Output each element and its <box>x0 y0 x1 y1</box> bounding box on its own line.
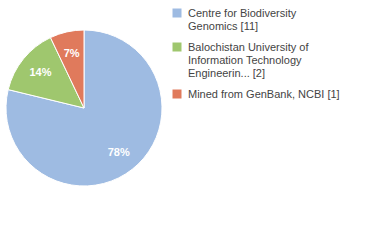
legend-item: Mined from GenBank, NCBI [1] <box>172 88 340 100</box>
data-label: 7% <box>64 47 80 59</box>
pie-slice <box>6 30 162 186</box>
legend-item: Centre for BiodiversityGenomics [11] <box>172 7 297 32</box>
legend-label: Centre for BiodiversityGenomics [11] <box>188 7 297 32</box>
data-label: 78% <box>108 146 130 158</box>
data-labels: 78% 14% 7% <box>29 47 130 158</box>
chart: 78% 14% 7% Centre for BiodiversityGenomics … <box>0 0 380 240</box>
pie-slice <box>50 30 84 108</box>
legend-item: Balochistan University ofInformation Tec… <box>172 41 309 79</box>
legend-label: Balochistan University ofInformation Tec… <box>188 41 309 79</box>
legend-swatch <box>172 89 182 99</box>
legend: Centre for BiodiversityGenomics [11] Balo… <box>172 7 340 100</box>
data-label: 14% <box>29 66 51 78</box>
legend-swatch <box>172 42 182 52</box>
legend-label: Mined from GenBank, NCBI [1] <box>188 88 340 100</box>
pie <box>6 30 162 186</box>
legend-swatch <box>172 8 182 18</box>
